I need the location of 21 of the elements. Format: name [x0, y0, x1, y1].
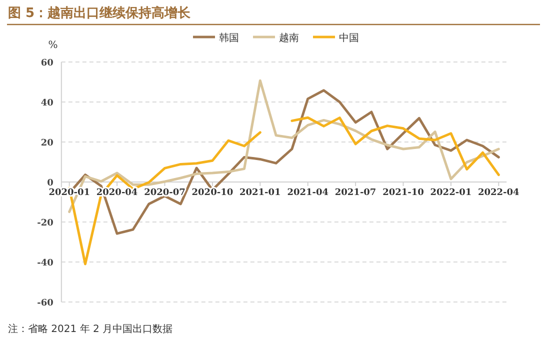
x-tick-label: 2020-07: [144, 188, 186, 198]
y-tick-label: -60: [37, 298, 54, 308]
y-tick-label: -40: [37, 258, 54, 268]
x-tick-label: 2021-07: [334, 188, 376, 198]
x-tick-label: 2021-01: [239, 188, 281, 198]
text: 注：省略 2021 年 2 月中国出口数据: [8, 323, 173, 335]
y-axis-title: %: [48, 40, 58, 51]
x-tick-label: 2022-01: [430, 188, 472, 198]
legend-label: 韩国: [219, 32, 239, 44]
y-tick-label: 20: [40, 138, 54, 148]
legend-label: 越南: [279, 32, 299, 44]
y-tick-label: 0: [47, 178, 54, 188]
x-tick-label: 2020-10: [192, 188, 234, 198]
x-tick-label: 2022-04: [478, 188, 520, 198]
y-tick-label: 60: [40, 58, 54, 68]
y-tick-label: 40: [40, 98, 54, 108]
x-tick-label: 2021-04: [287, 188, 329, 198]
y-tick-label: -20: [37, 218, 54, 228]
x-tick-label: 2021-10: [382, 188, 424, 198]
chart-title: 图 5：越南出口继续保持高增长: [8, 5, 192, 21]
legend-label: 中国: [339, 32, 359, 44]
